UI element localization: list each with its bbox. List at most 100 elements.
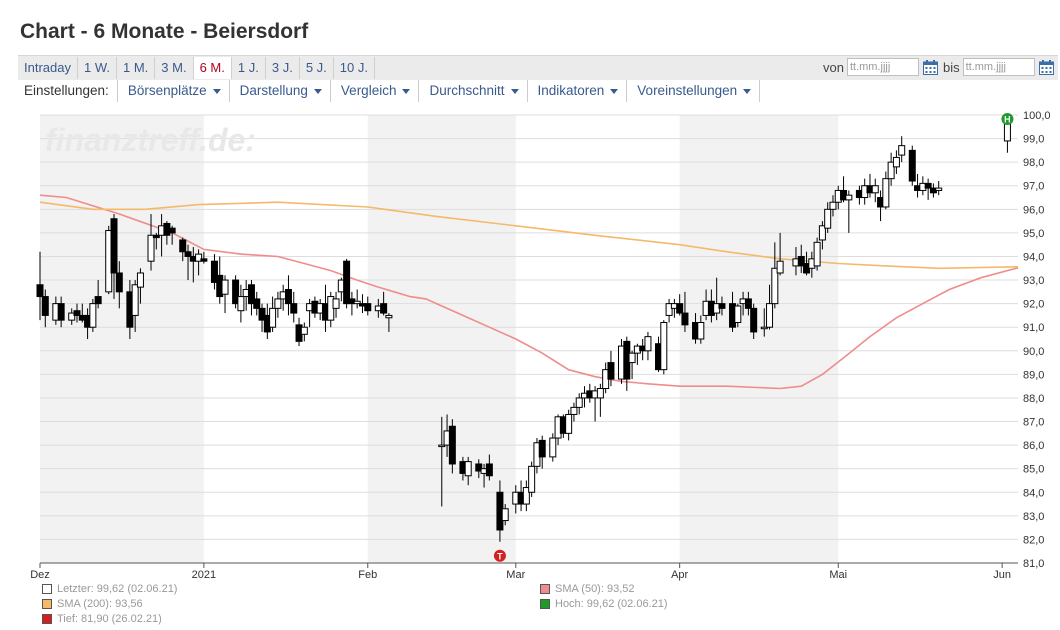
candle-body [131,284,139,316]
caret-down-icon [510,88,519,94]
caret-down-icon [402,88,411,94]
candle-body [697,321,705,340]
y-tick-label: 95,0 [1023,228,1044,240]
candle-body [36,284,44,298]
low-marker [493,549,506,562]
candle-body [528,465,536,493]
candle-body [887,161,895,180]
high-marker-label: H [1004,115,1011,125]
caret-down-icon [610,88,619,94]
candle-body [871,185,879,194]
candle-body [644,336,652,352]
month-band [40,115,204,563]
legend-swatch [540,584,550,594]
range-tab[interactable]: 10 J. [334,57,375,79]
menu-voreinstellungen[interactable]: Voreinstellungen [627,80,761,102]
candle-body [776,260,784,274]
candle-body [744,298,752,309]
y-tick-label: 89,0 [1023,369,1044,381]
candle-body [221,279,229,295]
range-tabs: Intraday 1 W. 1 M. 3 M. 6 M. 1 J. 3 J. 5 J. 10 J… [18,56,375,80]
range-toolbar: Intraday 1 W. 1 M. 3 M. 6 M. 1 J. 3 J. 5 J. 10 J… [18,55,1058,80]
date-filter: von tt.mm.jjjj bis tt.mm.jjjj [823,58,1059,76]
candle-body [797,255,805,267]
range-tab[interactable]: 6 M. [193,57,232,79]
candle-body [575,397,583,408]
menu-boersenplaetze[interactable]: Börsenplätze [118,80,230,102]
candle-body [343,260,351,305]
candle-body [734,305,742,323]
sma50-line [39,194,1019,390]
candle-body [274,298,282,309]
candle-body [665,303,673,316]
range-tab[interactable]: Intraday [18,57,78,79]
menu-durchschnitt[interactable]: Durchschnitt [419,80,528,102]
candle-body [845,194,853,201]
x-tick-label: Mai [829,569,847,581]
candle-body [94,296,102,305]
candle-body [136,272,144,288]
candlestick-chart[interactable]: 100,0 99,0 98,0 97,0 96,0 95,0 94,0 93,0 92,0 91,… [0,105,1060,585]
range-tab[interactable]: 1 M. [117,57,156,79]
candle-body [232,279,240,305]
menu-darstellung[interactable]: Darstellung [230,80,331,102]
range-tab[interactable]: 3 J. [266,57,300,79]
candle-body [660,321,668,371]
candle-body [89,303,97,328]
range-tab[interactable]: 1 W. [78,57,117,79]
candle-body [438,444,446,448]
candle-body [565,413,573,434]
y-tick-label: 100,0 [1023,110,1051,122]
settings-label: Einstellungen: [18,80,118,102]
calendar-icon[interactable] [1038,59,1054,75]
y-tick-label: 99,0 [1023,134,1044,146]
y-tick-label: 97,0 [1023,181,1044,193]
y-tick-label: 98,0 [1023,157,1044,169]
candle-body [892,156,900,168]
high-marker [1001,113,1014,125]
von-date-input[interactable]: tt.mm.jjjj [846,58,919,76]
legend-swatch [42,614,52,624]
range-tab[interactable]: 1 J. [232,57,266,79]
candle-body [628,352,636,364]
candle-body [73,310,81,316]
candle-body [818,225,826,241]
settings-menubar: Einstellungen: Börsenplätze Darstellung … [18,80,798,102]
x-tick-label: Apr [671,569,688,581]
month-band [679,115,839,563]
candle-body [485,463,493,477]
legend-swatch [42,584,52,594]
candle-body [168,227,176,234]
menu-indikatoren[interactable]: Indikatoren [528,80,628,102]
candle-body [522,487,530,505]
low-marker-label: T [497,551,503,561]
candle-body [41,296,49,316]
x-tick-label: Dez [30,569,50,581]
y-tick-label: 84,0 [1023,487,1044,499]
legend-low: Tief: 81,90 (26.02.21) [42,613,162,625]
candle-body [110,218,118,274]
bis-date-input[interactable]: tt.mm.jjjj [962,58,1035,76]
candle-body [195,253,203,262]
candle-body [898,145,906,156]
range-tab[interactable]: 3 M. [155,57,194,79]
candle-body [152,234,160,239]
candle-body [332,298,340,309]
calendar-icon[interactable] [922,59,938,75]
candle-body [448,425,456,465]
range-tab[interactable]: 5 J. [300,57,334,79]
candle-body [184,251,192,257]
y-tick-label: 82,0 [1023,534,1044,546]
y-tick-label: 93,0 [1023,275,1044,287]
candle-body [1003,123,1011,142]
candle-body [570,406,578,415]
candle-body [353,300,361,305]
menu-vergleich[interactable]: Vergleich [331,80,420,102]
caret-down-icon [212,88,221,94]
von-label: von [823,59,844,75]
y-tick-label: 88,0 [1023,393,1044,405]
candle-body [290,303,298,314]
candle-body [258,307,266,321]
candle-body [760,326,768,330]
caret-down-icon [743,88,752,94]
